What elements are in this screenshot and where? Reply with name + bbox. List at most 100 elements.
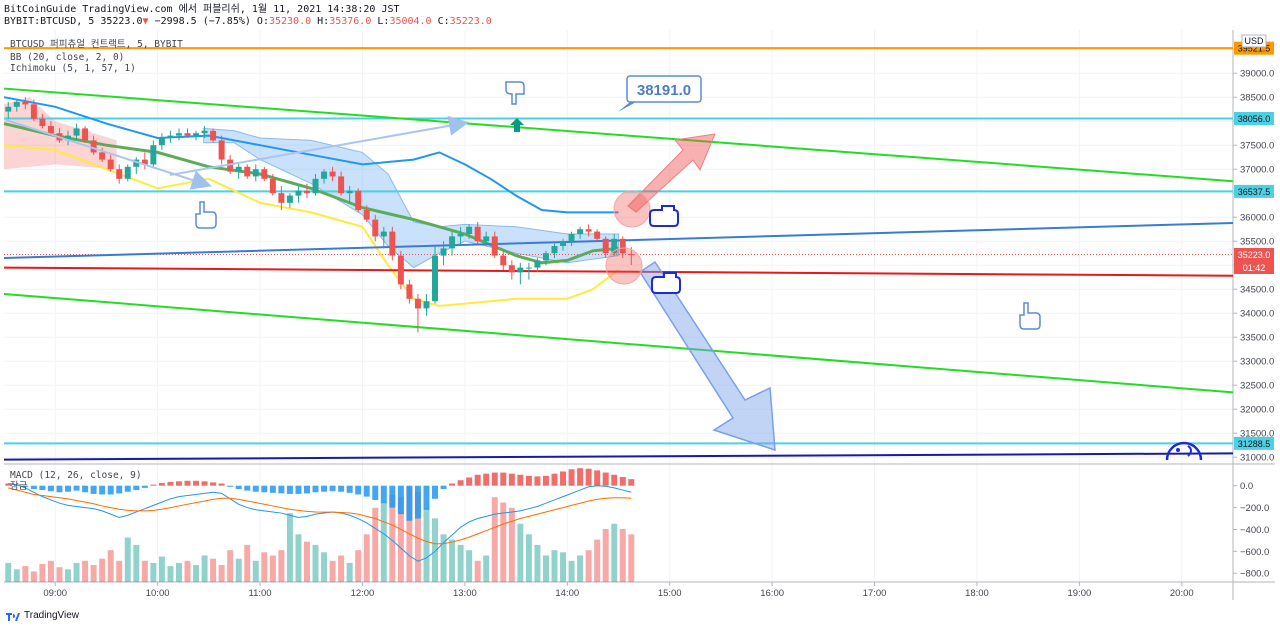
- price-axis[interactable]: 39500.039000.038500.038000.037500.037000…: [1233, 41, 1274, 464]
- candle: [73, 123, 80, 141]
- low-value: 35004.0: [389, 16, 432, 27]
- volume-bar: [414, 491, 421, 582]
- macd-histogram-bar: [286, 485, 293, 494]
- price-label-badge: 31288.5: [1234, 436, 1274, 450]
- macd-histogram-bar: [355, 485, 362, 495]
- macd-tick-label: −200.0: [1240, 503, 1269, 514]
- candle: [406, 279, 413, 304]
- candle: [551, 243, 558, 258]
- candle: [107, 154, 114, 172]
- macd-histogram-bar: [329, 485, 336, 492]
- candle: [278, 186, 285, 210]
- candle: [380, 226, 387, 249]
- candle: [619, 236, 626, 258]
- candle: [594, 229, 601, 242]
- candle: [355, 188, 362, 213]
- candle-body: [175, 133, 182, 136]
- volume-bar: [244, 544, 251, 582]
- price-tick-label: 34500.0: [1240, 285, 1274, 296]
- candle-body: [338, 176, 345, 194]
- high-value: 35376.0: [329, 16, 372, 27]
- candle: [534, 258, 541, 273]
- bb-legend: BB (20, close, 2, 0): [10, 52, 124, 63]
- macd-tick-label: −800.0: [1240, 569, 1269, 580]
- candle: [363, 205, 370, 222]
- pointing-hand-icon: [649, 205, 679, 227]
- volume-bar: [22, 566, 29, 582]
- candle: [338, 171, 345, 196]
- candle-body: [278, 193, 285, 203]
- cloud-area: [203, 127, 619, 269]
- volume-bar: [577, 555, 584, 582]
- macd-histogram-bar: [542, 475, 549, 486]
- horizontal-lines: [4, 47, 1233, 445]
- volume-bar: [133, 544, 140, 582]
- time-tick-label: 15:00: [658, 588, 682, 599]
- volume-bar: [611, 523, 618, 582]
- candle-body: [542, 253, 549, 261]
- candle: [244, 164, 251, 179]
- time-tick-label: 10:00: [146, 588, 170, 599]
- macd-histogram-bar: [150, 484, 157, 486]
- candle: [116, 164, 123, 184]
- volume-bar: [47, 560, 54, 582]
- macd-histogram-bar: [235, 485, 242, 489]
- macd-histogram-bar: [227, 485, 234, 487]
- trend-line: [3, 293, 1234, 394]
- macd-histogram-bar: [380, 485, 387, 504]
- candle: [602, 236, 609, 258]
- volume-bar: [466, 550, 473, 582]
- volume-bar: [585, 550, 592, 582]
- volume-bar: [175, 562, 182, 582]
- price-tick-label: 31000.0: [1240, 453, 1274, 464]
- candle-body: [406, 284, 413, 299]
- volume-bar: [449, 539, 456, 582]
- candle-body: [201, 130, 208, 134]
- tradingview-logo-icon: [6, 612, 20, 621]
- macd-histogram-bar: [107, 485, 114, 495]
- volume-bar: [82, 560, 89, 582]
- candle: [210, 128, 217, 143]
- macd-histogram-bar: [560, 471, 567, 486]
- volume-bar: [269, 555, 276, 582]
- candle: [542, 250, 549, 266]
- ichimoku-legend: Ichimoku (5, 1, 57, 1): [10, 63, 136, 74]
- candle-body: [577, 229, 584, 234]
- price-tick-label: 33000.0: [1240, 357, 1274, 368]
- candle: [124, 164, 131, 182]
- candle: [261, 166, 268, 182]
- candle: [560, 238, 567, 251]
- candle-body: [210, 130, 217, 141]
- price-tick-label: 35500.0: [1240, 237, 1274, 248]
- candle: [82, 126, 89, 143]
- candle-body: [158, 138, 165, 146]
- candle-body: [397, 255, 404, 285]
- candle-body: [628, 254, 635, 256]
- candle-body: [295, 190, 302, 196]
- trend-arrow-up: [169, 115, 469, 176]
- macd-histogram-bar: [141, 485, 148, 488]
- price-tick-label: 31500.0: [1240, 429, 1274, 440]
- time-axis[interactable]: 09:00 10:00 11:00 12:00 13:00 14:00 15:00 16:00…: [43, 582, 1194, 599]
- candle: [491, 231, 498, 258]
- candle-body: [312, 178, 319, 194]
- macd-histogram-bar: [201, 481, 208, 486]
- macd-histogram-bar: [184, 480, 191, 486]
- volume-bar: [5, 562, 12, 582]
- macd-histogram-bar: [22, 485, 29, 487]
- candle-body: [90, 140, 97, 153]
- macd-histogram-bar: [389, 485, 396, 508]
- macd-line: [8, 483, 632, 562]
- candle: [517, 262, 524, 285]
- candle: [22, 97, 29, 110]
- price-label-text: 36537.5: [1238, 187, 1271, 197]
- price-change: −2998.5 (−7.85%): [154, 16, 251, 27]
- macd-histogram-bar: [363, 485, 370, 497]
- volume-bar: [286, 513, 293, 582]
- volume-bar: [380, 502, 387, 582]
- pointing-hand-icon: [651, 272, 681, 294]
- candle-body: [457, 234, 464, 237]
- macd-histogram-bar: [602, 472, 609, 486]
- candle-body: [380, 231, 387, 237]
